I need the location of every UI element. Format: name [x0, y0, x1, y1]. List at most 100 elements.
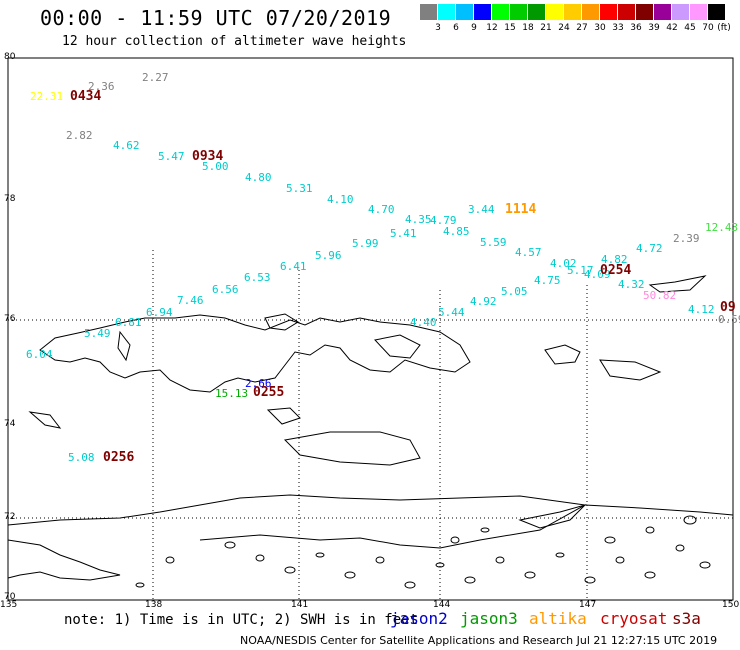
wave-height-label: 5.99	[352, 237, 379, 250]
lon-label-144: 144	[433, 600, 451, 610]
map-frame	[7, 57, 734, 601]
wave-height-label: 4.79	[430, 214, 457, 227]
satellite-s3a: s3a	[672, 609, 701, 628]
legend-label: 45	[684, 23, 696, 33]
legend-label: 3	[435, 23, 441, 33]
wave-height-label: 4.32	[618, 278, 645, 291]
coastlines	[7, 275, 734, 581]
legend-swatch	[708, 4, 725, 20]
island-east-2	[599, 359, 662, 381]
lat-label-78: 78	[4, 194, 16, 204]
wave-height-label: 6.41	[280, 260, 307, 273]
wave-height-label: 4.62	[113, 139, 140, 152]
wave-height-label: 2.36	[88, 80, 115, 93]
mainland-coast	[7, 494, 734, 526]
lat-label-80: 80	[4, 52, 16, 62]
satellite-altika: altika	[529, 609, 587, 628]
wave-height-label: 0.59	[718, 313, 740, 326]
wave-height-label: 4.35	[405, 213, 432, 226]
wave-height-label: 4.72	[636, 242, 663, 255]
wave-height-label: 4.70	[368, 203, 395, 216]
wave-height-label: 12.43	[705, 221, 739, 234]
wave-height-label: 4.12	[688, 303, 715, 316]
footer-credit: NOAA/NESDIS Center for Satellite Applica…	[240, 634, 718, 647]
lat-label-70: 70	[4, 592, 16, 602]
satellite-cryosat: cryosat	[600, 609, 668, 628]
river-mouth	[518, 504, 587, 529]
wave-height-label: 22.31	[30, 90, 64, 103]
legend-label: 24	[558, 23, 570, 33]
legend-swatch	[528, 4, 545, 20]
pass-time-label: 0256	[103, 450, 135, 465]
legend-swatch	[600, 4, 617, 20]
legend-label: 18	[522, 23, 534, 33]
wave-height-label: 4.85	[443, 225, 470, 238]
legend-swatch	[492, 4, 509, 20]
wave-height-label: 2.39	[673, 232, 700, 245]
legend-label: 12	[486, 23, 498, 33]
legend-swatch	[420, 4, 437, 20]
island-southwest	[28, 411, 62, 429]
wave-height-label: 5.08	[68, 451, 95, 464]
wave-height-label: 5.31	[286, 182, 313, 195]
wave-height-label: 15.13	[215, 387, 249, 400]
legend-swatch	[456, 4, 473, 20]
legend-label: 70	[702, 23, 714, 33]
satellite-jason2: jason2	[390, 609, 448, 628]
kotelny-bay-island	[283, 431, 421, 466]
legend-swatch	[654, 4, 671, 20]
wave-height-label: 4.09	[584, 268, 611, 281]
wave-height-label: 5.96	[315, 249, 342, 262]
legend-swatch	[672, 4, 689, 20]
wave-height-label: 4.82	[601, 253, 628, 266]
pass-time-label: 09	[720, 300, 736, 315]
wave-height-label: 6.94	[146, 306, 173, 319]
wave-height-label: 5.00	[202, 160, 229, 173]
delta-channel-2	[199, 504, 586, 549]
wave-height-label: 5.44	[438, 306, 465, 319]
legend-label: 36	[630, 23, 642, 33]
island-west	[117, 330, 131, 362]
wave-height-label: 4.02	[550, 257, 577, 270]
pass-time-label: 0934	[192, 149, 224, 164]
wave-height-label: 5.47	[158, 150, 185, 163]
island-lagoon	[374, 334, 421, 359]
pass-time-label: 1114	[505, 202, 537, 217]
legend-unit: (ft)	[717, 23, 731, 33]
graticule	[8, 250, 733, 600]
legend-label: 6	[453, 23, 459, 33]
legend-swatch	[636, 4, 653, 20]
wave-height-label: 6.53	[244, 271, 271, 284]
tundra-lakes	[135, 515, 711, 589]
wave-height-label: 6.81	[115, 316, 142, 329]
legend-swatch	[618, 4, 635, 20]
wave-height-label: 5.49	[84, 327, 111, 340]
island-north	[264, 313, 299, 331]
legend-label: 15	[504, 23, 516, 33]
lat-label-76: 76	[4, 314, 16, 324]
pass-time-label: 0254	[600, 263, 632, 278]
legend-label: 27	[576, 23, 588, 33]
lon-label-150: 150	[722, 600, 740, 610]
wave-height-label: 5.05	[501, 285, 528, 298]
lon-label-147: 147	[579, 600, 597, 610]
map-title: 00:00 - 11:59 UTC 07/20/2019	[40, 6, 392, 30]
new-siberian-islands-coast	[39, 314, 471, 393]
legend-label: 33	[612, 23, 624, 33]
legend-label: 39	[648, 23, 660, 33]
lon-label-138: 138	[145, 600, 163, 610]
wave-height-label: 5.59	[480, 236, 507, 249]
delta-channel-1	[7, 539, 121, 581]
wave-height-label: 4.57	[515, 246, 542, 259]
wave-height-label: 4.10	[327, 193, 354, 206]
pass-time-label: 0255	[253, 385, 285, 400]
satellite-jason3: jason3	[460, 609, 518, 628]
lon-label-135: 135	[0, 600, 18, 610]
island-far-east	[648, 275, 707, 293]
island-south	[266, 407, 301, 425]
footer-note: note: 1) Time is in UTC; 2) SWH is in fe…	[64, 612, 419, 628]
wave-height-label: 6.04	[26, 348, 53, 361]
lon-label-141: 141	[291, 600, 309, 610]
wave-height-label: 2.66	[245, 377, 272, 390]
